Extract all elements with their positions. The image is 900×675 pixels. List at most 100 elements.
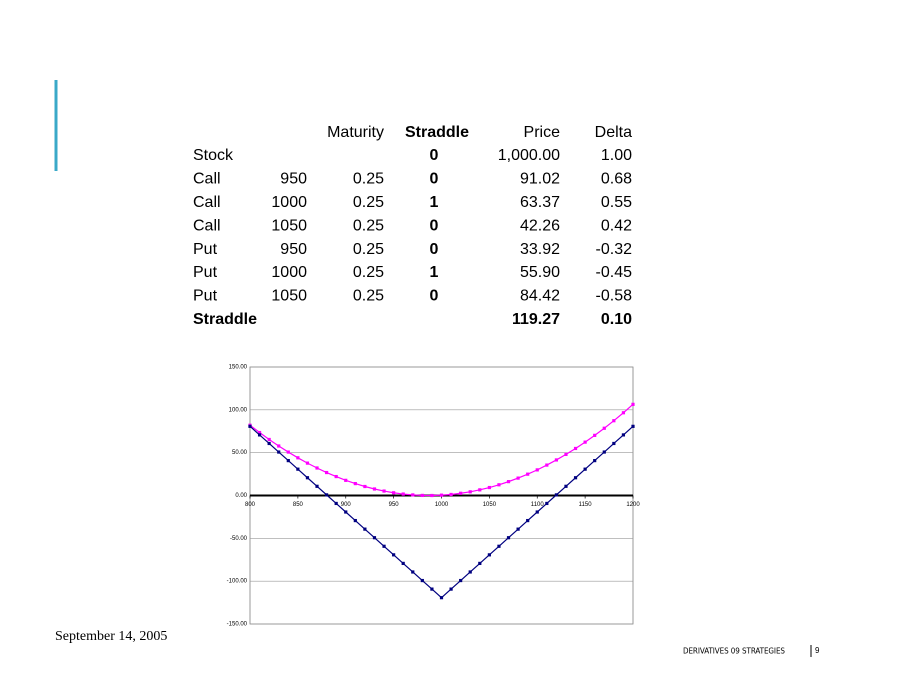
data-point: [363, 484, 367, 489]
data-point: [277, 450, 281, 454]
table-cell: Straddle: [193, 311, 257, 328]
data-point: [296, 467, 300, 471]
table-cell: 0.42: [601, 217, 632, 234]
table-cell: 0: [430, 288, 439, 305]
data-point: [506, 536, 511, 540]
table-cell: 119.27: [512, 311, 560, 328]
data-point: [430, 493, 434, 498]
data-point: [382, 544, 386, 548]
data-point: [631, 402, 635, 406]
data-point: [573, 476, 578, 480]
data-point: [516, 527, 520, 531]
data-point: [439, 493, 444, 497]
data-point: [430, 587, 434, 591]
table-cell: 0: [430, 241, 439, 258]
data-point: [593, 459, 597, 463]
table-cell: 1,000.00: [498, 147, 560, 164]
footer-date: September 14, 2005: [55, 629, 167, 644]
data-point: [449, 587, 453, 591]
data-point: [305, 476, 310, 480]
data-point: [257, 430, 262, 435]
table-cell: 55.90: [520, 264, 560, 281]
table-cell: Put: [193, 288, 218, 305]
y-tick-label: 150.00: [229, 365, 248, 371]
table-cell: 0.25: [353, 194, 384, 211]
data-point: [583, 440, 587, 444]
table-header: Delta: [595, 124, 632, 141]
table-cell: Call: [193, 194, 221, 211]
y-tick-label: -150.00: [227, 622, 248, 628]
data-point: [468, 490, 472, 494]
table-cell: -0.58: [596, 288, 633, 305]
footer-page: 9: [815, 646, 820, 655]
data-point: [325, 470, 329, 475]
data-point: [344, 510, 348, 514]
footer-course: DERIVATIVES 09 STRATEGIES: [683, 647, 785, 656]
data-point: [353, 481, 357, 486]
data-point: [267, 437, 271, 442]
data-point: [420, 578, 424, 583]
data-point: [392, 491, 396, 495]
x-tick-label: 900: [341, 502, 352, 508]
table-cell: 0.25: [353, 217, 384, 234]
data-point: [612, 441, 616, 446]
table-cell: 950: [280, 171, 307, 188]
data-point: [602, 450, 606, 454]
data-point: [468, 570, 472, 574]
data-point: [545, 501, 549, 506]
data-point: [487, 485, 491, 490]
data-point: [564, 452, 568, 456]
table-cell: 0.55: [601, 194, 632, 211]
table-cell: 1050: [271, 217, 307, 234]
data-point: [506, 480, 511, 484]
data-point: [372, 536, 377, 540]
y-tick-label: 0.00: [235, 493, 247, 499]
x-tick-label: 1150: [579, 502, 593, 508]
table-cell: 0: [430, 217, 439, 234]
data-point: [535, 468, 539, 472]
table-cell: 0.10: [601, 311, 632, 328]
data-point: [612, 419, 616, 423]
table-cell: 0.68: [601, 171, 632, 188]
data-point: [621, 433, 626, 437]
data-point: [325, 493, 329, 497]
table-cell: -0.45: [596, 264, 633, 281]
data-point: [535, 510, 539, 514]
data-point: [411, 570, 415, 574]
table-cell: 0.25: [353, 288, 384, 305]
data-point: [267, 441, 271, 446]
table-cell: 42.26: [520, 217, 560, 234]
data-point: [526, 518, 530, 523]
data-point: [305, 461, 310, 465]
data-point: [439, 596, 444, 600]
y-tick-label: 100.00: [229, 407, 248, 413]
data-point: [602, 426, 606, 430]
table-cell: 1: [430, 194, 439, 211]
data-point: [497, 544, 501, 548]
data-point: [353, 518, 357, 523]
data-point: [315, 484, 319, 488]
table-cell: Call: [193, 217, 221, 234]
table-cell: 0.25: [353, 171, 384, 188]
x-tick-label: 1000: [435, 502, 449, 508]
table-header: Maturity: [327, 124, 384, 141]
data-point: [459, 578, 463, 583]
table-cell: 0.25: [353, 241, 384, 258]
table-cell: Stock: [193, 147, 234, 164]
table-header: Price: [524, 124, 561, 141]
data-point: [545, 463, 549, 467]
data-point: [401, 492, 405, 496]
data-point: [277, 444, 281, 448]
data-point: [554, 458, 558, 462]
data-point: [363, 527, 367, 531]
table-cell: 33.92: [520, 241, 560, 258]
y-tick-label: 50.00: [232, 450, 248, 456]
table-header: Straddle: [405, 124, 469, 141]
data-point: [257, 433, 262, 437]
data-point: [372, 487, 377, 491]
table-cell: 91.02: [520, 171, 560, 188]
table-cell: 1000: [271, 194, 307, 211]
table-cell: Call: [193, 171, 221, 188]
x-tick-label: 950: [389, 502, 400, 508]
